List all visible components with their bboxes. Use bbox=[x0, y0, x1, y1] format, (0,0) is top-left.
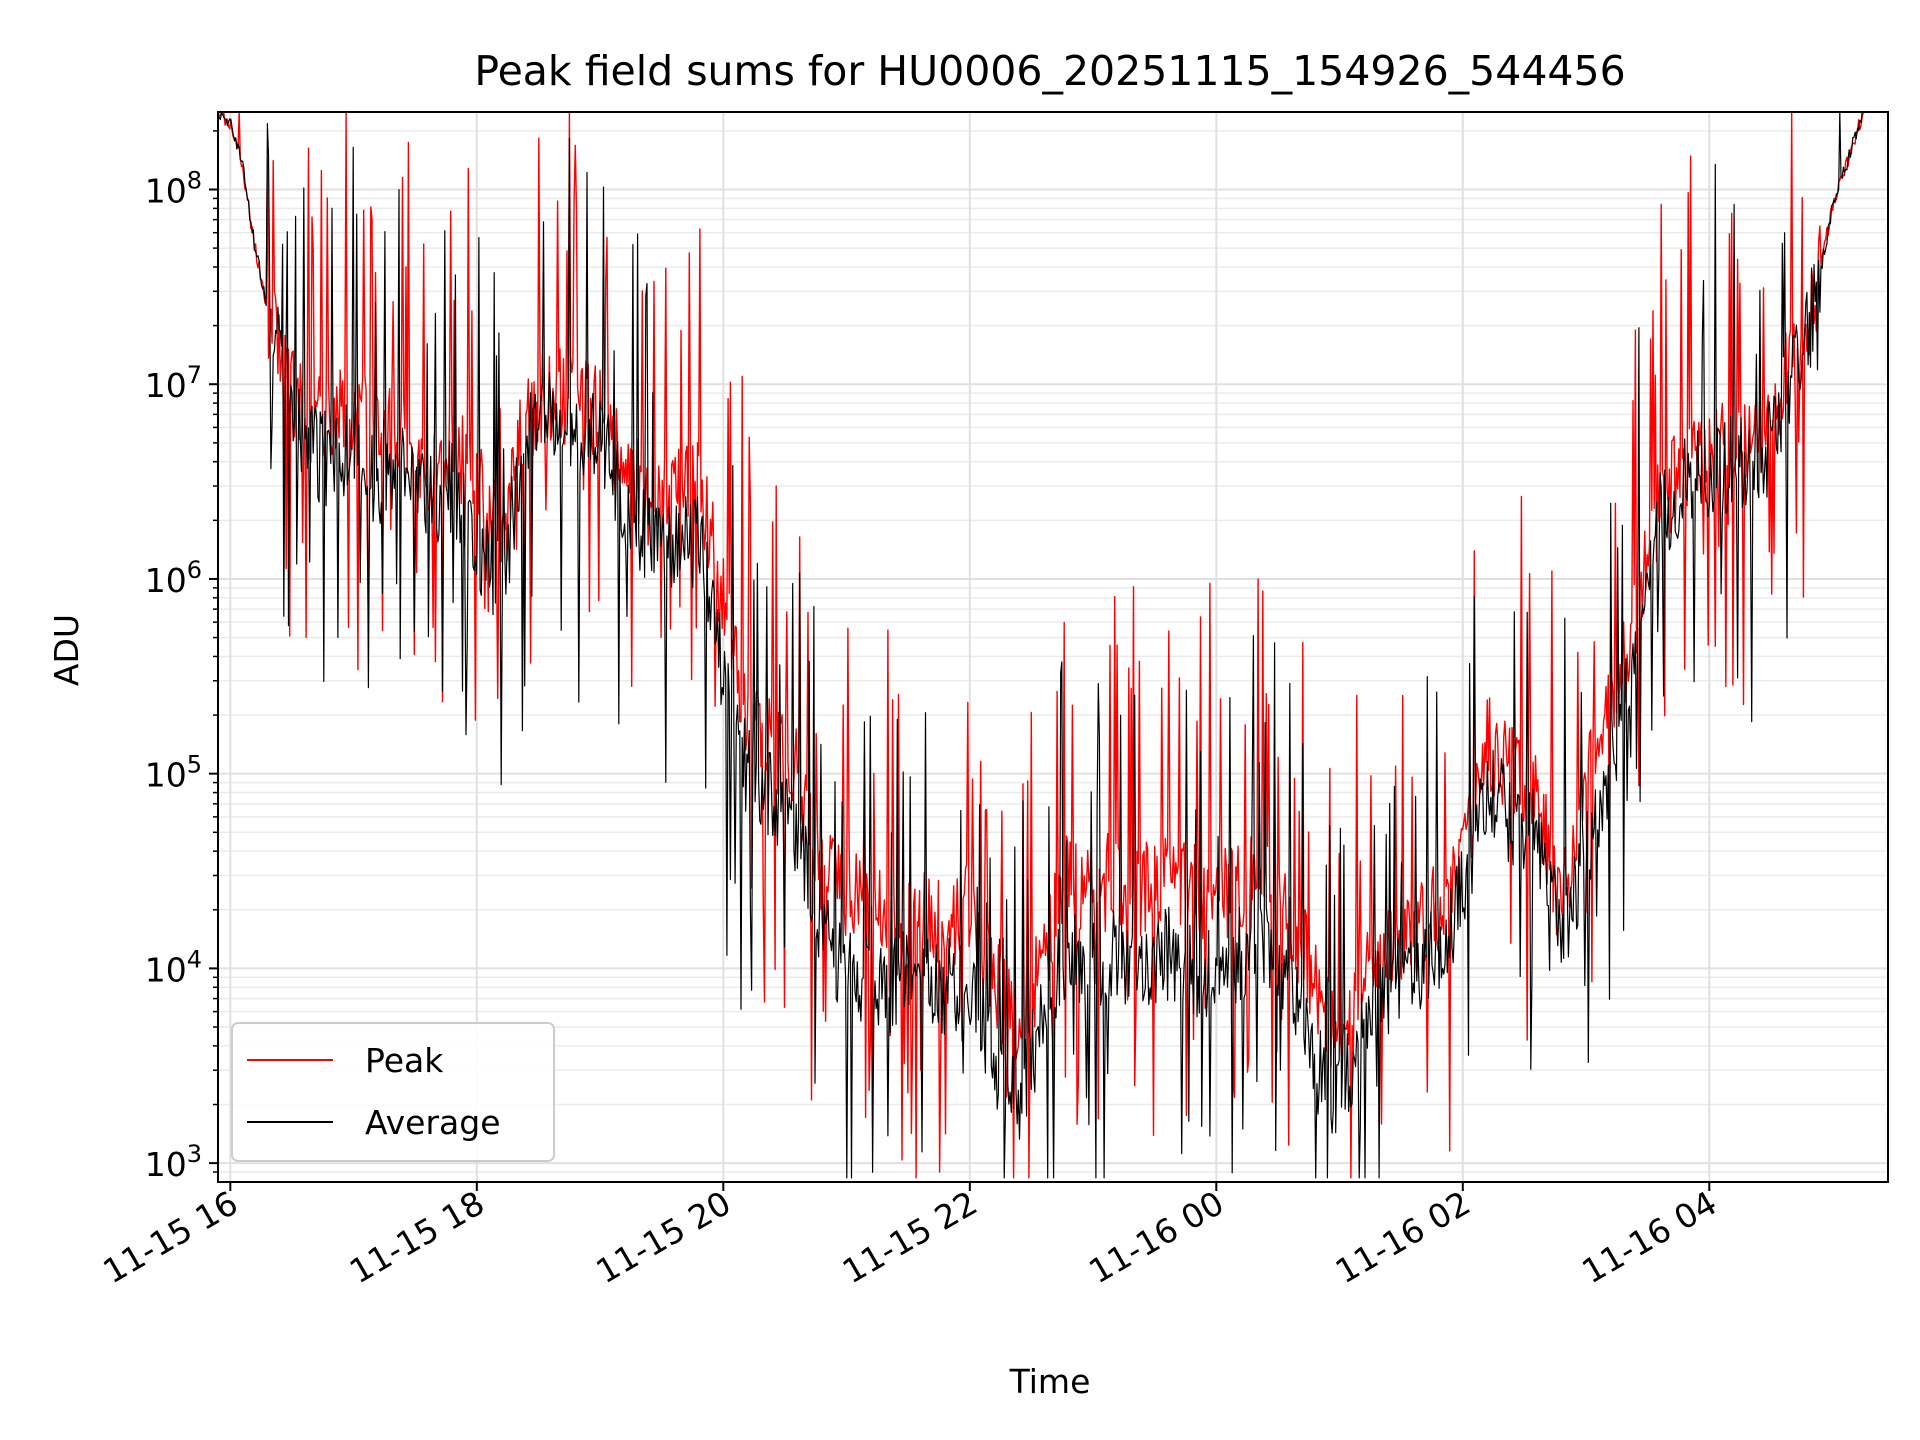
y-tick-label: 107 bbox=[145, 361, 202, 405]
chart-title: Peak field sums for HU0006_20251115_1549… bbox=[474, 47, 1625, 95]
plot-frame bbox=[217, 111, 1889, 1183]
legend-peak-label: Peak bbox=[365, 1041, 444, 1080]
y-tick-label: 104 bbox=[145, 945, 202, 989]
legend-average-label: Average bbox=[365, 1103, 501, 1142]
y-axis-label: ADU bbox=[47, 614, 86, 686]
legend-box bbox=[231, 1022, 555, 1162]
y-tick-label: 108 bbox=[145, 166, 202, 210]
legend: Peak Average bbox=[231, 1022, 555, 1162]
y-tick-label: 103 bbox=[145, 1140, 202, 1184]
x-axis-label: Time bbox=[1009, 1362, 1091, 1401]
series-layer bbox=[217, 111, 1865, 1179]
series-line-average bbox=[217, 111, 1864, 1179]
y-tick-label: 106 bbox=[145, 556, 202, 600]
y-tick-label: 105 bbox=[145, 751, 202, 795]
